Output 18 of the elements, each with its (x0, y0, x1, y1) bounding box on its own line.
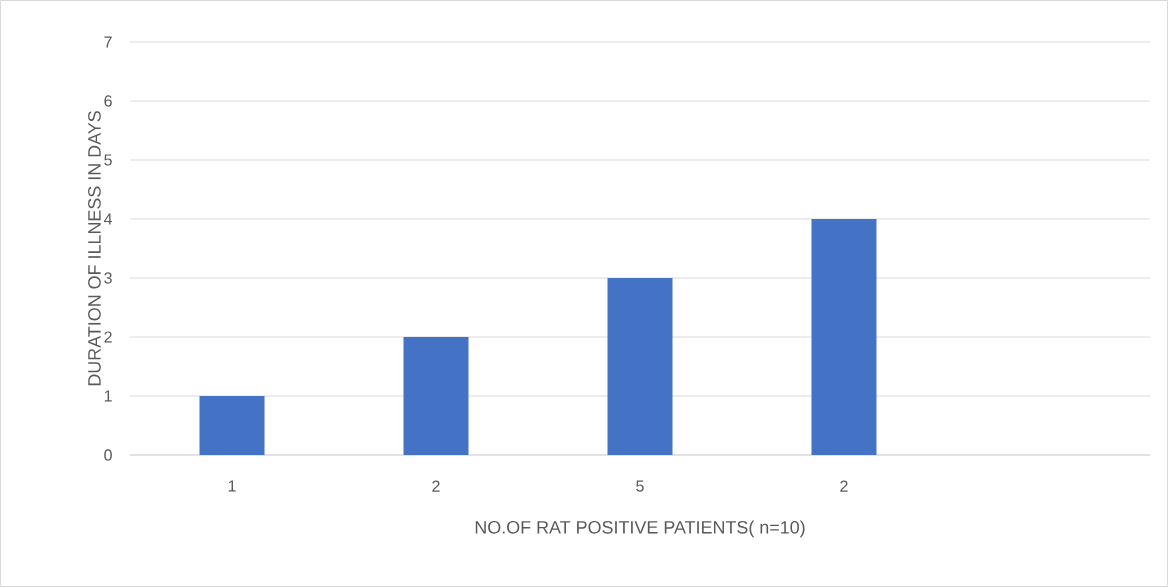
x-tick-label: 1 (228, 480, 236, 492)
x-tick-label: 2 (840, 480, 848, 492)
bar (607, 277, 673, 455)
y-tick-label: 6 (104, 95, 112, 107)
bar (403, 336, 469, 455)
y-tick-label: 0 (104, 449, 112, 461)
y-tick-label: 5 (104, 154, 112, 166)
x-axis-title: NO.OF RAT POSITIVE PATIENTS( n=10) (475, 520, 805, 538)
x-tick-label: 2 (432, 480, 440, 492)
y-axis-title: DURATION OF ILLNESS IN DAYS (88, 111, 101, 386)
y-tick-label: 1 (104, 390, 112, 402)
y-tick-label: 4 (103, 213, 113, 225)
y-tick-label: 2 (104, 331, 112, 343)
x-tick-label: 5 (636, 480, 644, 492)
bar (811, 218, 877, 455)
bar (199, 395, 265, 455)
y-tick-label: 7 (104, 36, 112, 48)
y-tick-label: 3 (104, 272, 112, 284)
